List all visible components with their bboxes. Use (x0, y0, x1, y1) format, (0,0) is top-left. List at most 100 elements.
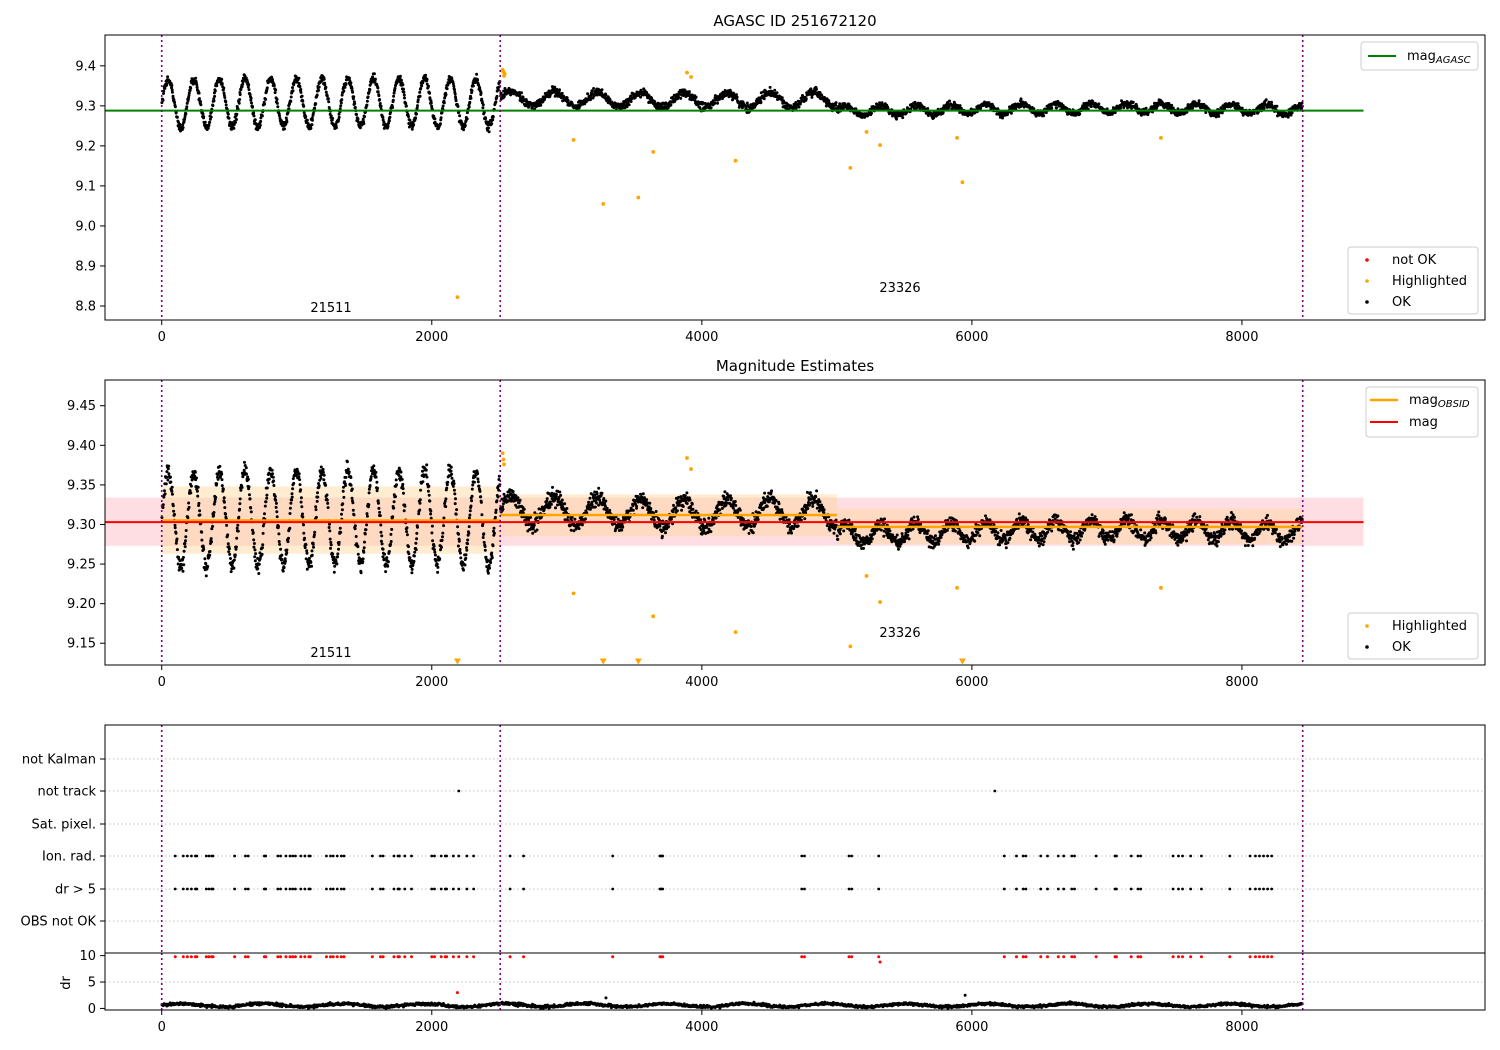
ok-point (553, 85, 557, 89)
ok-point (727, 95, 731, 99)
ok-point (653, 100, 657, 104)
ok-point (287, 536, 290, 540)
ok-point (314, 102, 318, 106)
ok-point (349, 483, 353, 487)
ok-point (401, 482, 405, 486)
ok-point (438, 122, 442, 126)
ok-point (481, 103, 485, 107)
ok-point (356, 552, 360, 556)
ok-point (297, 472, 301, 476)
ok-point (301, 515, 305, 519)
ok-point (699, 528, 703, 531)
ok-point (664, 531, 667, 535)
ok-point (378, 514, 382, 518)
ok-point (649, 507, 653, 511)
ok-point (302, 104, 306, 108)
ok-point (490, 556, 494, 560)
ok-point (195, 85, 199, 89)
ok-point (236, 529, 240, 533)
ok-point (234, 120, 237, 124)
ok-point (587, 500, 591, 504)
ok-point (379, 523, 383, 527)
ok-point (178, 122, 182, 126)
ok-point (248, 493, 251, 497)
ok-point (327, 526, 331, 529)
ok-point (597, 486, 601, 490)
ok-point (464, 556, 468, 560)
ok-point (427, 493, 431, 497)
ok-point (419, 488, 423, 492)
ok-point (565, 96, 569, 100)
ok-point (1019, 97, 1023, 101)
ok-point (488, 566, 492, 570)
ok-point (588, 496, 592, 500)
ok-point (392, 91, 396, 95)
ok-point (449, 465, 453, 469)
ok-point (401, 487, 405, 491)
ok-point (747, 531, 751, 535)
ok-point (247, 83, 251, 87)
ok-point (1042, 114, 1046, 118)
ok-point (208, 553, 212, 557)
ok-point (220, 478, 224, 482)
ok-point (187, 93, 191, 97)
ok-point (418, 90, 422, 94)
ok-point (470, 89, 474, 93)
ok-point (430, 104, 434, 108)
ok-point (185, 105, 189, 109)
ok-point (442, 516, 446, 520)
ok-point (277, 524, 280, 528)
ok-point (215, 84, 219, 88)
ok-point (247, 485, 251, 489)
ok-point (299, 500, 303, 504)
ok-point (316, 495, 320, 499)
ok-point (735, 95, 739, 99)
ok-point (274, 501, 278, 505)
ok-point (273, 495, 277, 498)
ok-point (676, 95, 680, 99)
ok-point (680, 508, 684, 512)
ok-point (391, 515, 395, 519)
ok-point (734, 504, 738, 507)
y-tick-label: 8.8 (75, 299, 96, 314)
ok-point (465, 117, 469, 121)
ok-point (251, 531, 255, 535)
ok-point (170, 492, 174, 496)
ok-point (376, 90, 380, 94)
ok-point (604, 499, 608, 503)
ok-point (239, 488, 243, 492)
ok-point (353, 527, 357, 531)
ok-point (311, 112, 315, 115)
ok-point (600, 491, 604, 495)
ok-point (355, 113, 358, 116)
ok-point (1236, 102, 1240, 106)
ok-point (279, 119, 283, 123)
ok-point (444, 497, 448, 501)
ok-point (196, 485, 200, 489)
ok-point (759, 100, 763, 104)
ok-point (299, 488, 303, 492)
ok-point (196, 494, 200, 498)
ok-point (629, 100, 633, 103)
ok-point (226, 542, 230, 546)
ok-point (321, 467, 325, 471)
ok-point (554, 493, 558, 496)
ok-point (302, 523, 305, 527)
ok-point (290, 495, 294, 499)
ok-point (220, 472, 224, 476)
highlighted-point (455, 295, 460, 300)
ok-point (377, 501, 380, 505)
ok-point (518, 93, 522, 97)
ok-point (363, 532, 367, 536)
ok-point (430, 524, 434, 528)
ok-point (350, 496, 354, 500)
ok-point (313, 530, 317, 534)
ok-point (444, 93, 448, 97)
agasc-annotation-obs2: 23326 (879, 281, 920, 296)
ok-point (299, 88, 303, 91)
ok-point (439, 116, 443, 120)
ok-point (570, 515, 574, 519)
ok-point (277, 532, 281, 536)
x-tick-label: 8000 (1225, 330, 1258, 345)
ok-point (246, 477, 250, 481)
